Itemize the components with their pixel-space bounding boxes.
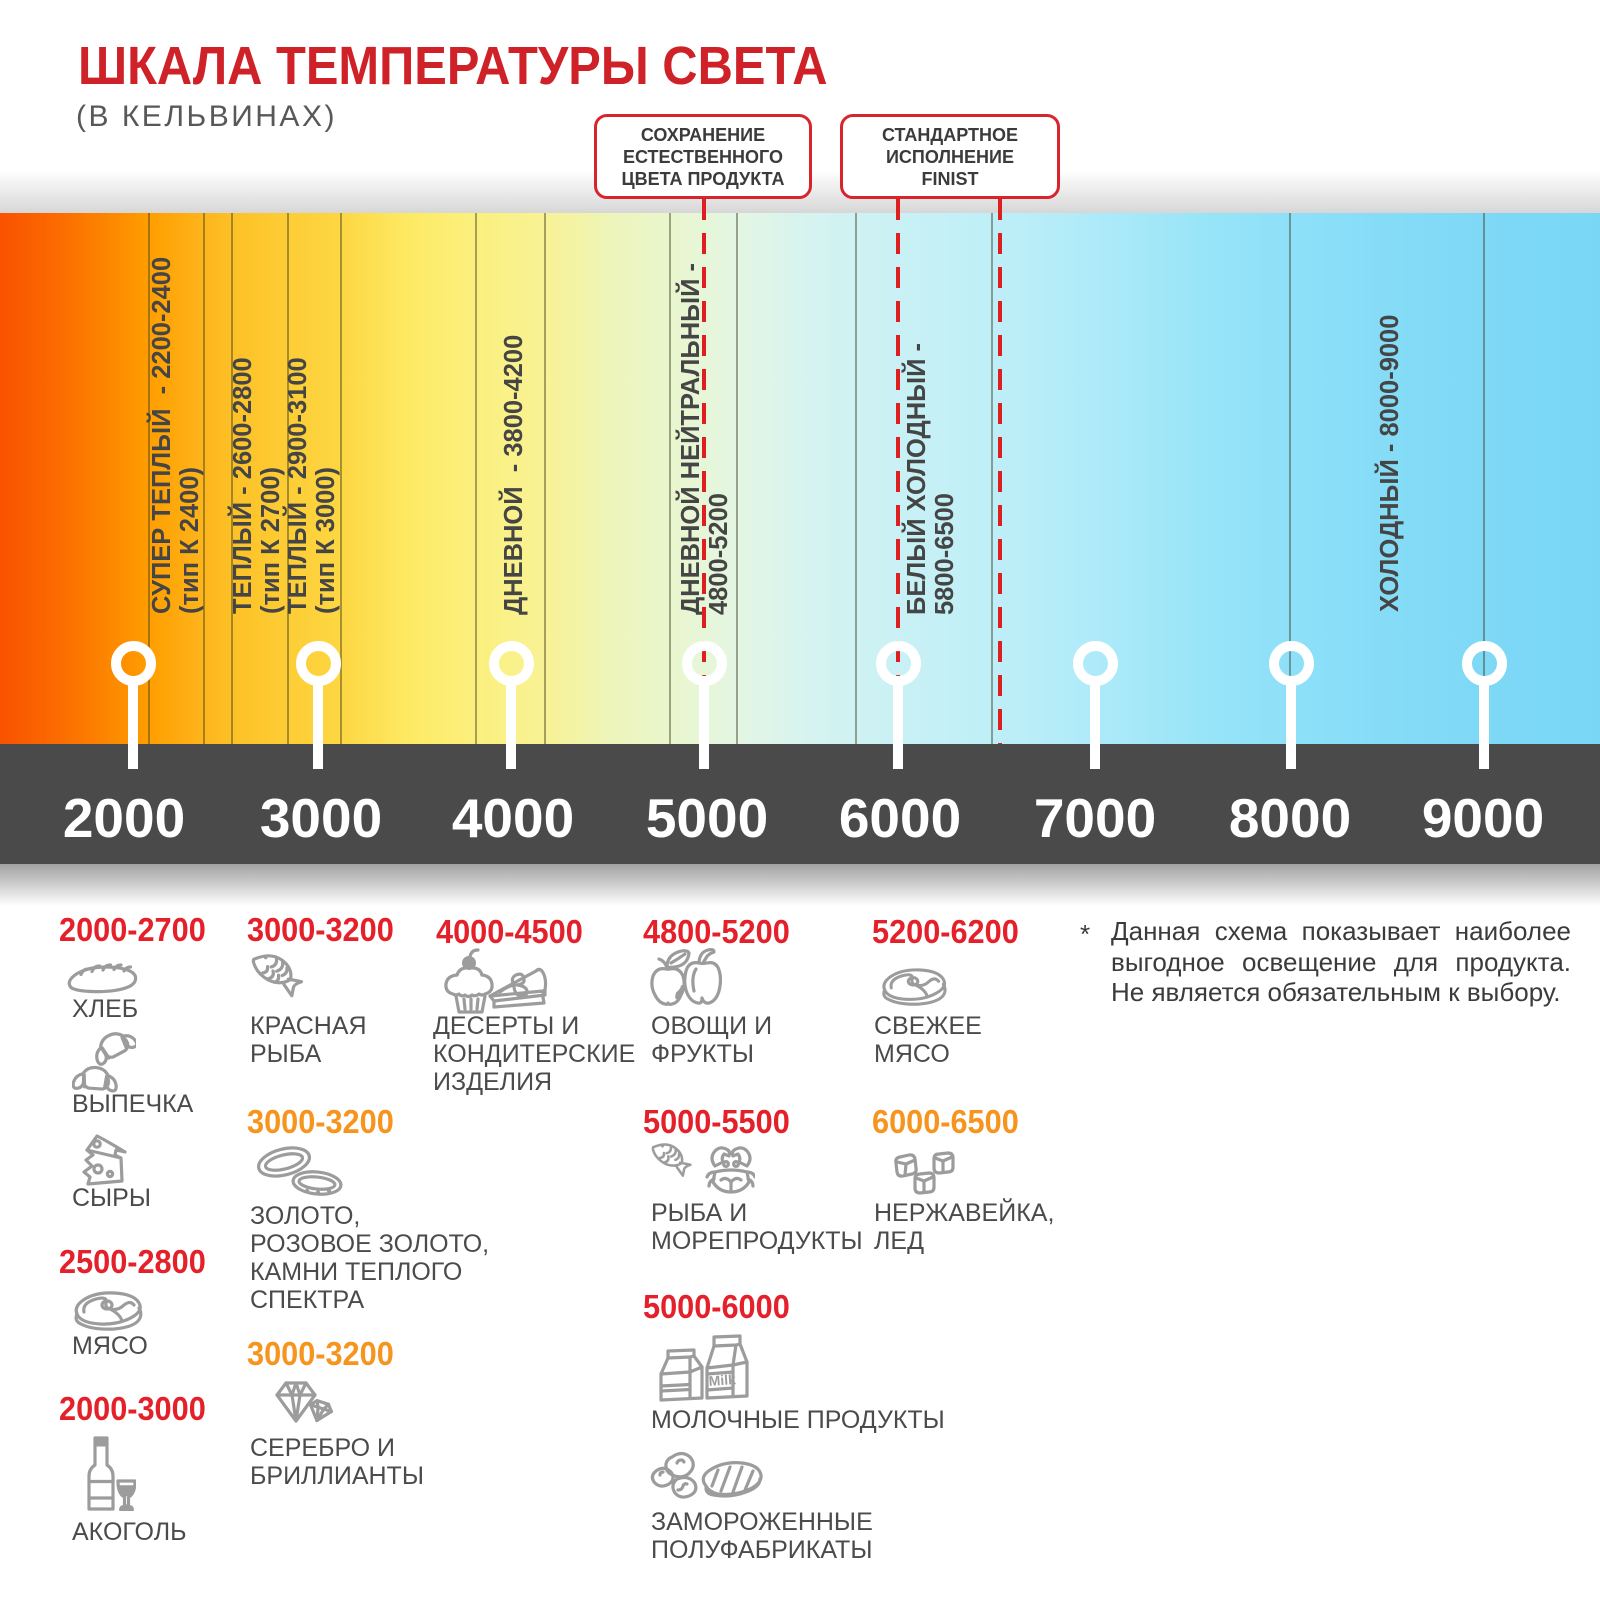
svg-text:Milk: Milk xyxy=(708,1371,736,1389)
